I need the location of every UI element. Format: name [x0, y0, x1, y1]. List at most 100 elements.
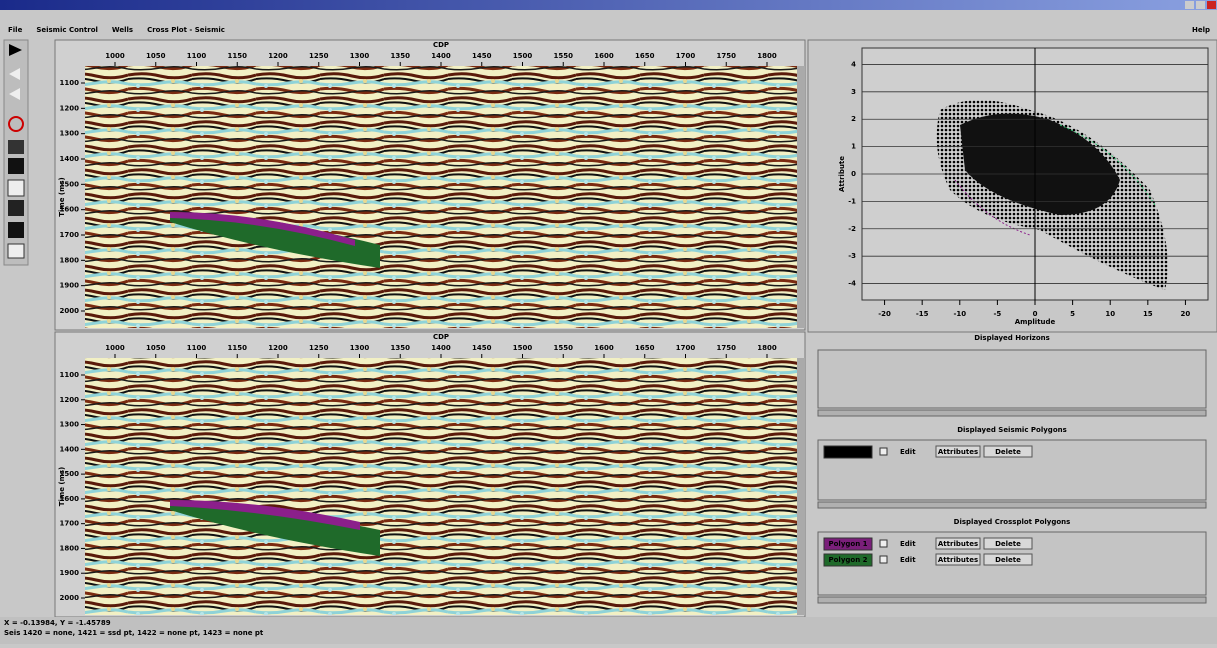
x-tick-label: 1300	[350, 52, 370, 60]
menu-item[interactable]: Cross Plot - Seismic	[147, 26, 225, 34]
x-tick-label: 1350	[391, 344, 411, 352]
x-tick-label: -5	[994, 310, 1002, 318]
attributes-button-label: Attributes	[938, 556, 978, 564]
x-tick-label: 1700	[676, 52, 696, 60]
tool[interactable]	[8, 180, 24, 196]
tool[interactable]	[8, 158, 24, 174]
attributes-button-label: Attributes	[938, 540, 978, 548]
x-tick-label: 1350	[391, 52, 411, 60]
panel-title: Displayed Crossplot Polygons	[954, 518, 1071, 526]
delete-button-label: Delete	[995, 540, 1021, 548]
attributes-button-label: Attributes	[938, 448, 978, 456]
x-tick-label: 1150	[228, 52, 248, 60]
panel-title: Displayed Seismic Polygons	[957, 426, 1067, 434]
y-tick-label: 1500	[60, 180, 80, 188]
y-tick-label: 1200	[60, 396, 80, 404]
tool[interactable]	[8, 244, 24, 258]
y-tick-label: 4	[851, 60, 856, 68]
y-tick-label: 1400	[60, 445, 80, 453]
x-tick-label: 1200	[268, 52, 288, 60]
delete-button-label: Delete	[995, 556, 1021, 564]
x-tick-label: 1600	[594, 52, 614, 60]
minimize[interactable]	[1185, 1, 1194, 9]
y-tick-label: 1100	[60, 371, 80, 379]
x-axis-label: Amplitude	[1015, 318, 1056, 326]
x-tick-label: 1100	[187, 52, 207, 60]
x-tick-label: 1750	[717, 344, 737, 352]
x-tick-label: 1100	[187, 344, 207, 352]
tool[interactable]	[8, 222, 24, 238]
maximize[interactable]	[1196, 1, 1205, 9]
close[interactable]	[1207, 1, 1216, 9]
menu-item[interactable]: Seismic Control	[36, 26, 98, 34]
y-tick-label: 1800	[60, 256, 80, 264]
y-tick-label: 1	[851, 143, 856, 151]
checkbox[interactable]	[880, 448, 887, 455]
y-tick-label: 1900	[60, 282, 80, 290]
y-tick-label: 1600	[60, 495, 80, 503]
y-tick-label: 1200	[60, 104, 80, 112]
seismic-image	[85, 66, 797, 328]
x-tick-label: 20	[1181, 310, 1191, 318]
h-scrollbar[interactable]	[818, 502, 1206, 508]
tool[interactable]	[8, 200, 24, 216]
x-tick-label: 1600	[594, 344, 614, 352]
y-tick-label: 1300	[60, 421, 80, 429]
edit-label: Edit	[900, 556, 916, 564]
y-tick-label: -2	[848, 225, 856, 233]
y-tick-label: 1100	[60, 79, 80, 87]
x-tick-label: 15	[1143, 310, 1153, 318]
x-tick-label: 1000	[105, 52, 125, 60]
polygon-name: Polygon 1	[828, 540, 867, 548]
toolbar	[4, 40, 28, 265]
title-bar	[0, 0, 1217, 10]
x-tick-label: 1550	[554, 52, 574, 60]
window: File Seismic Control Wells Cross Plot - Sei…	[0, 0, 1217, 644]
x-tick-label: 1800	[757, 52, 777, 60]
x-tick-label: 1050	[146, 52, 166, 60]
delete-button-label: Delete	[995, 448, 1021, 456]
h-scrollbar[interactable]	[818, 597, 1206, 603]
y-tick-label: 2000	[60, 307, 80, 315]
menu-item[interactable]: File	[8, 26, 23, 34]
menu-bar: File Seismic Control Wells Cross Plot - Sei…	[8, 26, 225, 34]
y-tick-label: 1400	[60, 155, 80, 163]
y-tick-label: 0	[851, 170, 856, 178]
y-tick-label: 1700	[60, 231, 80, 239]
edit-label: Edit	[900, 540, 916, 548]
print-tool[interactable]	[8, 140, 24, 154]
scrollbar[interactable]	[797, 66, 805, 328]
y-axis-label: Attribute	[838, 156, 846, 192]
x-tick-label: 1200	[268, 344, 288, 352]
y-tick-label: 1600	[60, 206, 80, 214]
x-tick-label: 1400	[431, 52, 451, 60]
status-info: Seis 1420 = none, 1421 = ssd pt, 1422 = …	[4, 629, 264, 637]
x-tick-label: 1250	[309, 344, 329, 352]
x-tick-label: 1150	[228, 344, 248, 352]
checkbox[interactable]	[880, 556, 887, 563]
x-tick-label: 1650	[635, 52, 655, 60]
y-tick-label: 2000	[60, 594, 80, 602]
x-tick-label: 1050	[146, 344, 166, 352]
list-box	[818, 350, 1206, 408]
x-tick-label: -20	[878, 310, 891, 318]
x-tick-label: 1250	[309, 52, 329, 60]
y-tick-label: 1800	[60, 544, 80, 552]
y-tick-label: 3	[851, 88, 856, 96]
y-tick-label: -3	[848, 252, 856, 260]
x-tick-label: 5	[1070, 310, 1075, 318]
seismic-image	[85, 358, 797, 615]
h-scrollbar[interactable]	[818, 410, 1206, 416]
x-tick-label: 1000	[105, 344, 125, 352]
x-tick-label: 1650	[635, 344, 655, 352]
checkbox[interactable]	[880, 540, 887, 547]
help-menu[interactable]: Help	[1192, 26, 1210, 34]
y-tick-label: -1	[848, 197, 856, 205]
x-tick-label: 1750	[717, 52, 737, 60]
scrollbar[interactable]	[797, 358, 805, 615]
menu-item[interactable]: Wells	[112, 26, 133, 34]
y-tick-label: 1500	[60, 470, 80, 478]
